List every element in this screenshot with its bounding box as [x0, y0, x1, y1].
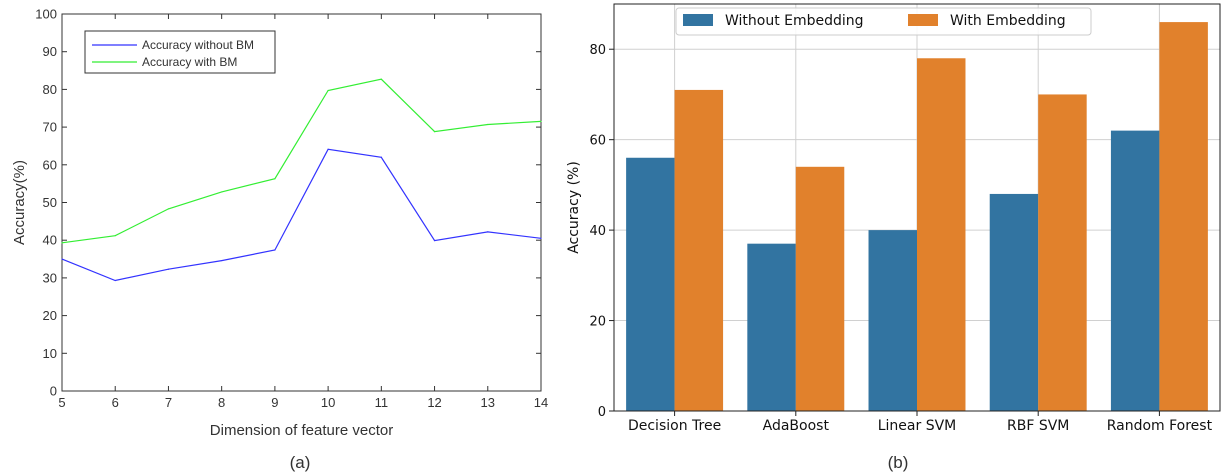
chart-a-x-axis-label: Dimension of feature vector: [210, 422, 393, 439]
chart-b-bar-without-embedding: [626, 157, 675, 411]
chart-b-xtick-label: Decision Tree: [628, 418, 721, 434]
chart-b: 0 20 40 60 80 Decision Tree AdaBoost Linear SVM…: [566, 3, 1221, 472]
chart-a-xtick-label: 7: [165, 395, 172, 410]
chart-a-ytick-label: 80: [43, 82, 57, 97]
chart-a-xtick-label: 11: [375, 395, 389, 410]
chart-a: 0 10 20 30 40 50 60 70 80 90 100 5 6 7 8 9 10 11 12 13 14 Acc…: [11, 7, 548, 472]
chart-a-ytick-label: 20: [43, 308, 57, 323]
chart-a-xtick-label: 9: [271, 395, 278, 410]
chart-b-ytick-label: 20: [589, 315, 606, 330]
chart-a-legend-label: Accuracy with BM: [142, 55, 237, 69]
chart-b-bar-without-embedding: [868, 230, 917, 411]
chart-b-xtick-label: RBF SVM: [1007, 418, 1069, 434]
chart-b-xtick-label: AdaBoost: [763, 418, 830, 434]
chart-a-legend-box: [84, 30, 276, 74]
chart-a-data-point: [380, 78, 382, 80]
chart-a-ytick-label: 50: [43, 195, 57, 210]
chart-a-xtick-label: 6: [112, 395, 119, 410]
chart-b-ytick-label: 40: [589, 224, 606, 239]
chart-a-caption: (a): [290, 453, 311, 472]
chart-a-legend-label: Accuracy without BM: [142, 38, 254, 52]
chart-a-data-point: [327, 89, 329, 92]
chart-a-series-line-without-bm: [61, 148, 542, 282]
chart-b-ytick-label: 0: [598, 405, 606, 420]
chart-a-ytick-label: 10: [43, 346, 57, 361]
chart-b-legend-swatch: [683, 14, 713, 26]
chart-b-bar-with-embedding: [674, 89, 724, 411]
chart-a-data-point: [540, 120, 542, 123]
chart-a-data-point: [433, 239, 436, 242]
chart-a-data-point: [274, 178, 276, 180]
chart-a-xtick-label: 14: [534, 395, 548, 410]
chart-a-ytick-label: 0: [50, 384, 57, 399]
chart-b-legend-label: Without Embedding: [725, 13, 864, 29]
chart-a-data-point: [221, 191, 223, 193]
chart-a-data-point: [221, 259, 223, 262]
chart-a-data-point: [540, 237, 542, 239]
chart-b-bar-with-embedding: [917, 58, 966, 412]
chart-b-legend-label: With Embedding: [950, 13, 1066, 29]
chart-a-data-point: [61, 242, 63, 244]
chart-a-data-point: [380, 156, 382, 158]
chart-a-data-point: [61, 258, 63, 260]
chart-b-bar-without-embedding: [747, 243, 796, 411]
chart-a-data-point: [433, 131, 436, 133]
chart-a-data-point: [167, 268, 170, 270]
chart-a-xtick-label: 5: [58, 395, 65, 410]
chart-a-y-axis-label: Accuracy(%): [11, 160, 28, 245]
chart-a-ytick-label: 90: [43, 44, 57, 59]
chart-b-bar-with-embedding: [1038, 94, 1087, 411]
chart-a-data-point: [114, 235, 116, 237]
chart-a-axes-box: [61, 13, 542, 392]
chart-b-ytick-label: 80: [589, 43, 606, 58]
chart-b-xtick-label: Random Forest: [1107, 418, 1213, 434]
chart-b-xtick-label: Linear SVM: [878, 418, 957, 434]
chart-a-ytick-label: 70: [43, 120, 57, 135]
chart-a-data-point: [487, 123, 489, 126]
chart-a-legend: Accuracy without BM Accuracy with BM: [84, 30, 276, 74]
chart-b-caption: (b): [888, 453, 909, 472]
chart-a-ytick-label: 30: [43, 270, 57, 285]
chart-b-y-axis-label: Accuracy (%): [566, 161, 582, 254]
chart-a-data-point: [327, 148, 329, 150]
chart-a-series-line-with-bm: [61, 78, 542, 244]
chart-b-bar-with-embedding: [795, 166, 845, 411]
chart-a-data-point: [274, 249, 276, 251]
chart-b-bar-without-embedding: [989, 193, 1039, 411]
chart-a-ytick-label: 60: [43, 157, 57, 172]
chart-a-data-point: [167, 208, 170, 210]
chart-a-xtick-label: 8: [218, 395, 225, 410]
chart-b-legend-swatch: [908, 14, 938, 26]
chart-a-ytick-label: 100: [35, 7, 57, 22]
chart-a-data-point: [487, 231, 489, 233]
chart-a-xtick-label: 10: [321, 395, 335, 410]
chart-b-legend: Without Embedding With Embedding: [675, 7, 1092, 36]
chart-a-xtick-label: 12: [427, 395, 441, 410]
chart-b-bar-with-embedding: [1159, 22, 1208, 411]
chart-a-xtick-label: 13: [481, 395, 495, 410]
chart-a-ytick-label: 40: [43, 233, 57, 248]
chart-b-ytick-label: 60: [589, 134, 606, 149]
chart-b-legend-box: [675, 7, 1092, 36]
chart-a-data-point: [114, 279, 116, 282]
chart-b-bar-without-embedding: [1110, 130, 1160, 411]
